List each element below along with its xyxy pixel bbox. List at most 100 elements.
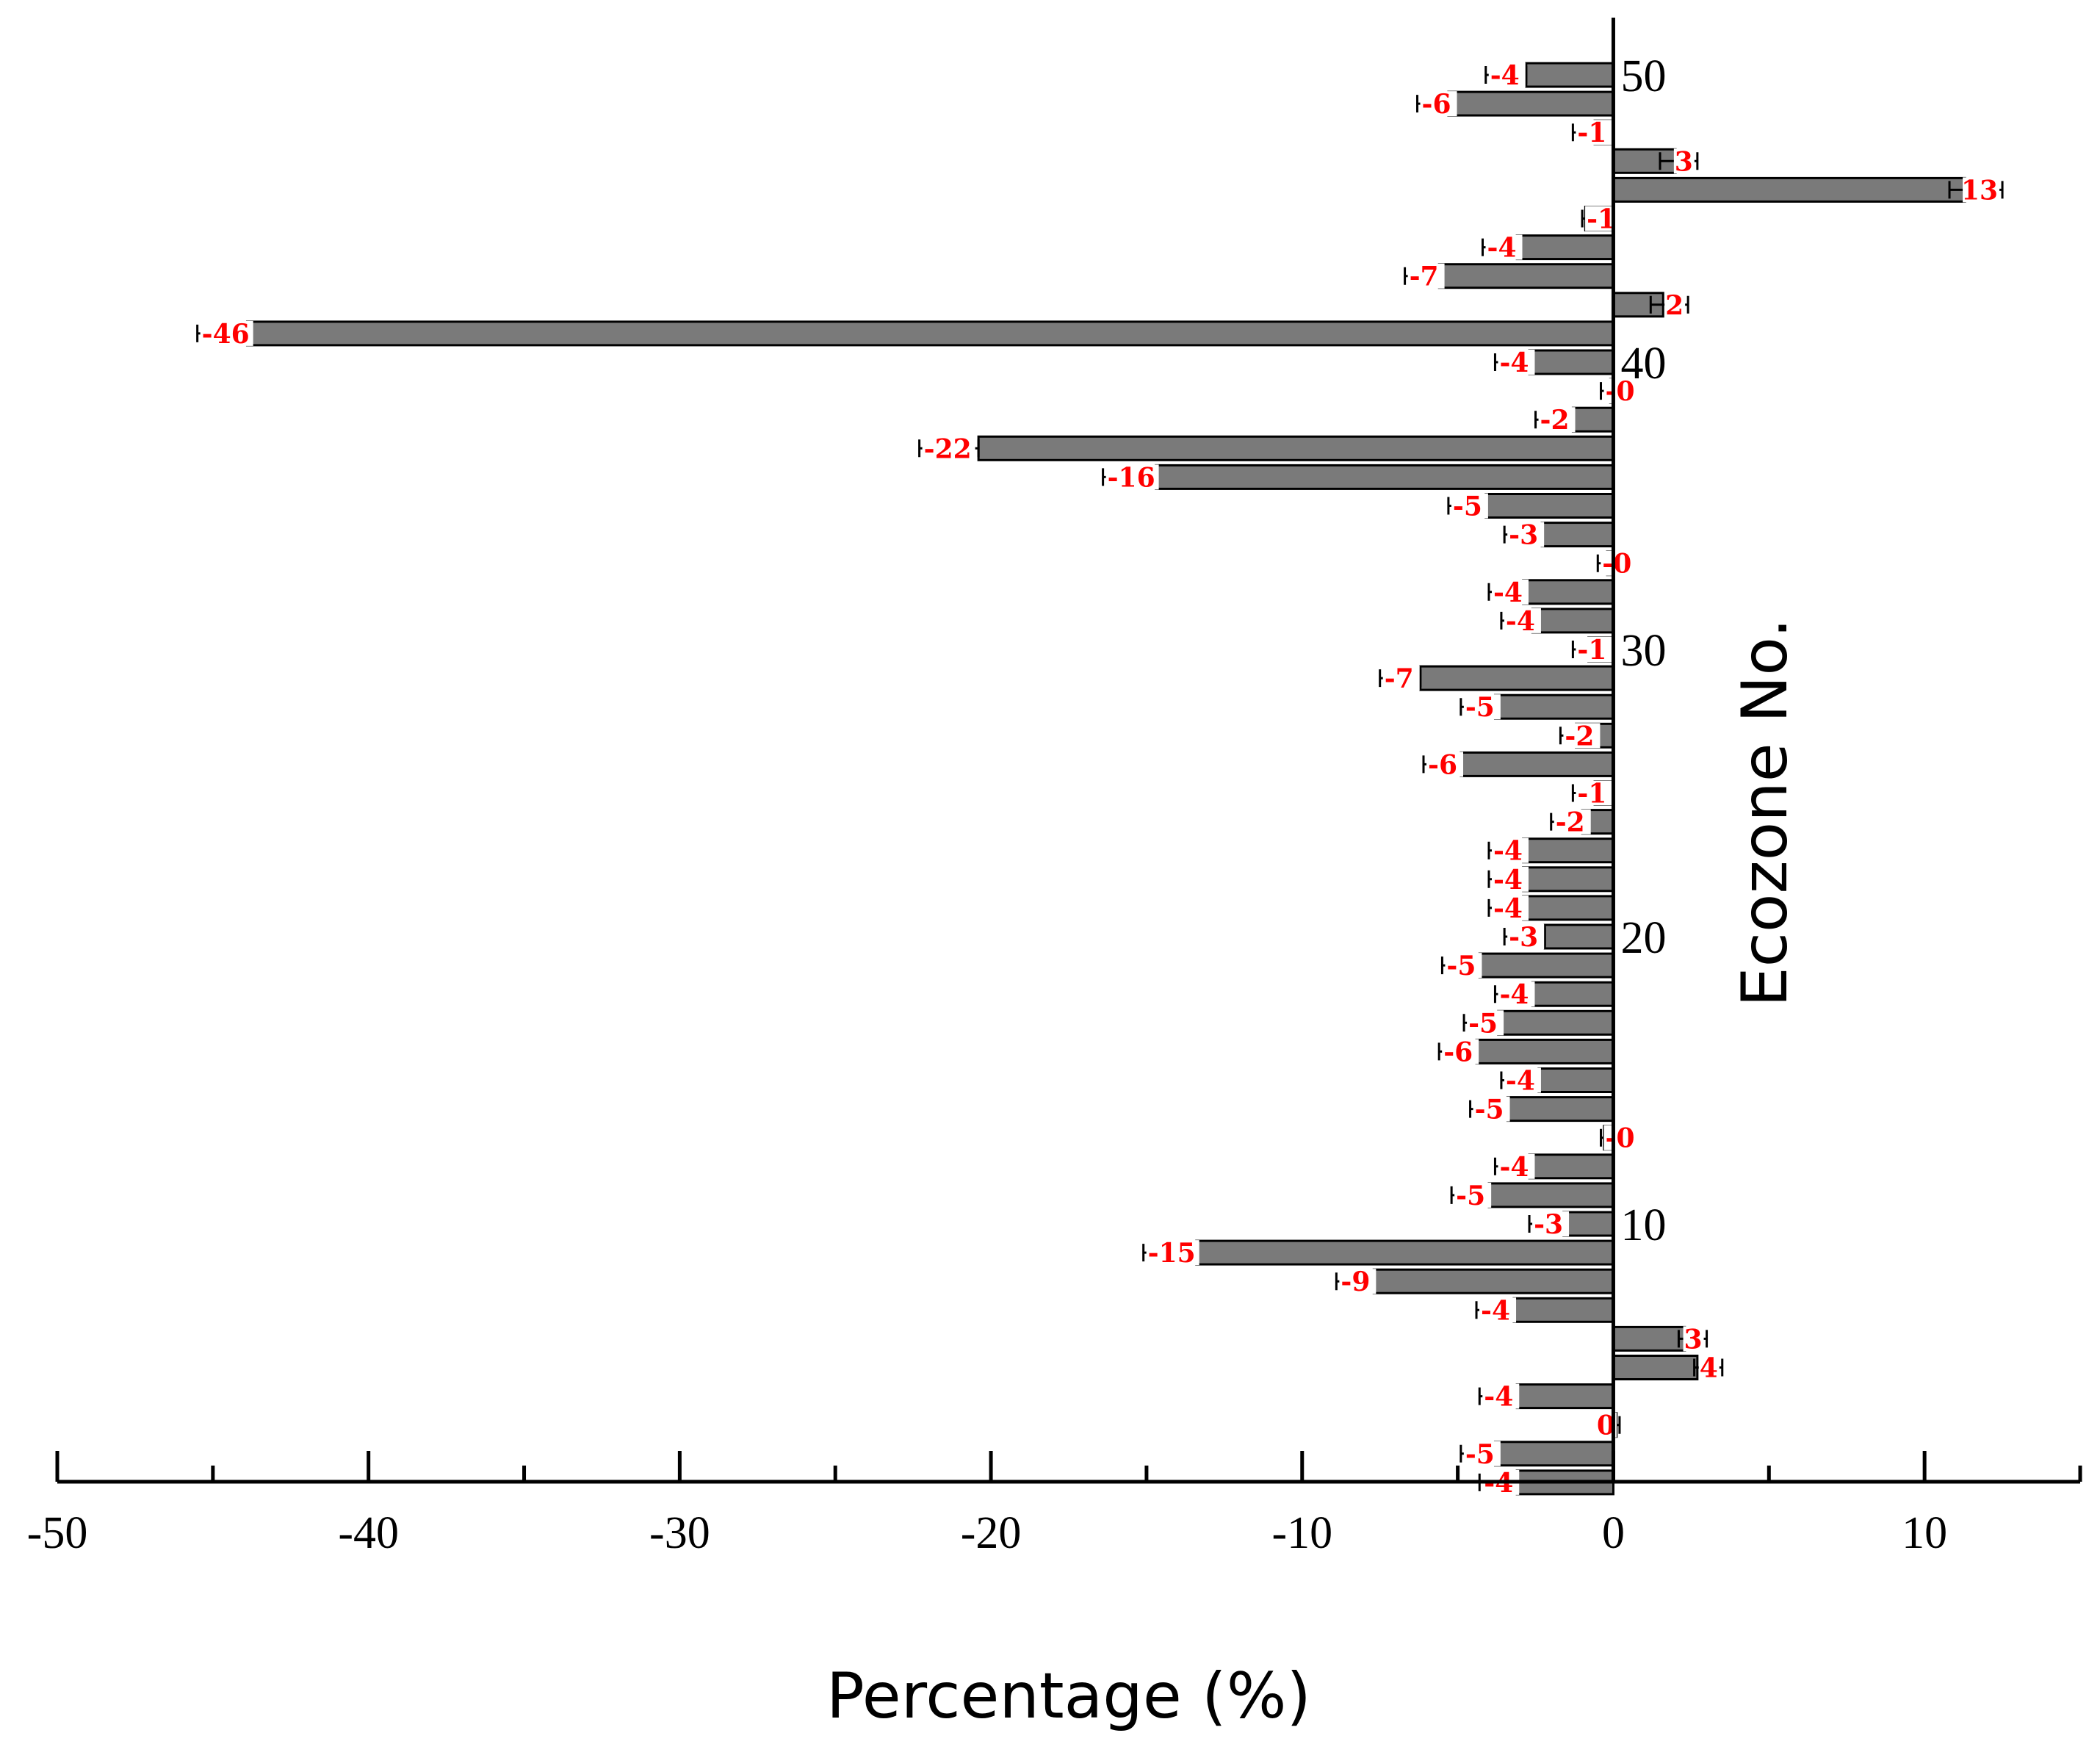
- x-tick-label: -50: [27, 1508, 88, 1558]
- data-label-ecozone-4: -4: [1484, 1382, 1513, 1413]
- bar-ecozone-17: [1497, 1009, 1614, 1036]
- data-label-bg: [1473, 1096, 1510, 1122]
- bar-ecozone-50: [1525, 62, 1614, 88]
- data-label-bg: [1498, 1153, 1535, 1179]
- bar-ecozone-21: [1522, 895, 1614, 921]
- y-axis-title: Ecozone No.: [1728, 618, 1802, 1007]
- bar-ecozone-46: [1612, 176, 1966, 203]
- y-tick-label: 40: [1620, 339, 1666, 389]
- y-tick-label: 50: [1620, 51, 1666, 101]
- bar-ecozone-38: [1571, 406, 1614, 433]
- data-label-ecozone-42: 2: [1665, 290, 1684, 321]
- bar-ecozone-19: [1478, 952, 1614, 979]
- data-label-ecozone-26: -6: [1428, 749, 1457, 780]
- data-label-bg: [1491, 895, 1529, 920]
- data-label-ecozone-45: -1: [1587, 204, 1616, 235]
- data-label-bg: [1485, 234, 1523, 260]
- data-label-bg: [1601, 550, 1638, 576]
- data-labels-layer: -4-6-1313-1-4-72-46-4-0-2-22-16-5-3-0-4-…: [200, 60, 2000, 1499]
- data-label-ecozone-2: -5: [1465, 1439, 1495, 1470]
- data-label-ecozone-46: 13: [1961, 175, 1998, 206]
- data-label-ecozone-21: -4: [1493, 893, 1523, 924]
- bar-ecozone-11: [1487, 1182, 1614, 1208]
- data-label-ecozone-27: -2: [1565, 721, 1594, 752]
- bar-ecozone-31: [1531, 608, 1614, 634]
- data-label-ecozone-12: -4: [1499, 1152, 1529, 1183]
- data-label-bg: [1488, 62, 1526, 87]
- data-label-ecozone-36: -16: [1108, 462, 1155, 493]
- data-label-bg: [1554, 809, 1591, 835]
- data-label-bg: [1491, 837, 1529, 863]
- data-label-bg: [1576, 637, 1613, 662]
- data-label-bg: [1498, 981, 1535, 1007]
- data-label-ecozone-43: -7: [1410, 262, 1439, 292]
- bar-ecozone-2: [1493, 1441, 1614, 1467]
- bar-ecozone-6: [1612, 1325, 1686, 1352]
- bar-ecozone-10: [1562, 1211, 1614, 1237]
- bar-ecozone-28: [1493, 693, 1614, 720]
- data-label-bg: [1454, 1182, 1492, 1208]
- data-label-ecozone-22: -4: [1493, 865, 1523, 896]
- data-label-ecozone-11: -5: [1456, 1181, 1485, 1211]
- bar-ecozone-4: [1515, 1383, 1614, 1410]
- data-label-ecozone-33: -0: [1602, 549, 1631, 580]
- data-label-ecozone-19: -5: [1446, 951, 1476, 981]
- data-label-ecozone-48: -1: [1577, 118, 1606, 148]
- data-label-bg: [1463, 1441, 1501, 1466]
- data-label-bg: [1445, 953, 1482, 979]
- data-label-bg: [1504, 1067, 1541, 1093]
- y-tick-label: 10: [1620, 1200, 1666, 1250]
- x-tick-label: -30: [649, 1508, 710, 1558]
- data-label-ecozone-44: -4: [1487, 233, 1517, 264]
- data-label-bg: [1698, 1355, 1720, 1380]
- bar-ecozone-34: [1540, 522, 1614, 548]
- bar-ecozone-20: [1543, 923, 1614, 950]
- data-label-ecozone-29: -7: [1385, 663, 1414, 694]
- data-label-bg: [1576, 120, 1613, 145]
- data-label-bg: [1504, 608, 1541, 633]
- bar-ecozone-12: [1528, 1153, 1614, 1180]
- data-label-ecozone-18: -4: [1499, 979, 1529, 1010]
- data-label-bg: [1585, 206, 1623, 231]
- x-tick-label: 10: [1902, 1508, 1947, 1558]
- data-label-bg: [1482, 1383, 1520, 1409]
- bar-ecozone-5: [1612, 1355, 1699, 1380]
- data-label-bg: [1426, 752, 1464, 777]
- x-axis-title: Percentage (%): [826, 1660, 1311, 1733]
- bar-ecozone-32: [1522, 579, 1614, 605]
- data-label-ecozone-39: -0: [1606, 376, 1635, 407]
- data-label-bg: [1532, 1211, 1570, 1236]
- data-label-bg: [1451, 493, 1488, 519]
- data-label-ecozone-9: -15: [1148, 1238, 1196, 1269]
- data-label-ecozone-30: -1: [1577, 635, 1606, 666]
- bar-ecozone-8: [1372, 1268, 1614, 1294]
- data-label-ecozone-47: 3: [1675, 146, 1693, 177]
- error-whisker: [1581, 209, 1587, 228]
- y-tick-label: 30: [1620, 626, 1666, 676]
- bar-ecozone-35: [1484, 493, 1614, 519]
- bar-ecozone-49: [1447, 90, 1614, 117]
- x-ticks: -50 -40 -30 -20 -10 0 10: [27, 1451, 2082, 1558]
- data-label-bg: [1538, 407, 1576, 433]
- error-bar-ecozone-13: [1600, 1128, 1606, 1147]
- data-label-ecozone-17: -5: [1468, 1008, 1498, 1039]
- bar-ecozone-18: [1531, 981, 1614, 1007]
- y-ticks: 10 20 30 40 50: [1620, 51, 1666, 1250]
- data-label-ecozone-40: -4: [1499, 347, 1529, 378]
- error-whisker: [1600, 1128, 1606, 1147]
- data-label-ecozone-15: -4: [1506, 1066, 1535, 1097]
- bar-ecozone-15: [1537, 1067, 1614, 1093]
- x-tick-label: 0: [1602, 1508, 1625, 1558]
- data-label-ecozone-32: -4: [1493, 577, 1523, 608]
- bar-ecozone-7: [1512, 1297, 1614, 1323]
- data-label-bg: [922, 436, 975, 461]
- data-label-ecozone-49: -6: [1422, 89, 1451, 120]
- data-label-bg: [1563, 723, 1601, 749]
- data-label-ecozone-25: -1: [1577, 779, 1606, 810]
- data-label-ecozone-28: -5: [1465, 692, 1495, 723]
- bars-layer: [245, 62, 1966, 1496]
- bar-ecozone-26: [1459, 751, 1614, 777]
- data-label-bg: [1407, 263, 1445, 289]
- data-label-ecozone-16: -6: [1443, 1037, 1473, 1067]
